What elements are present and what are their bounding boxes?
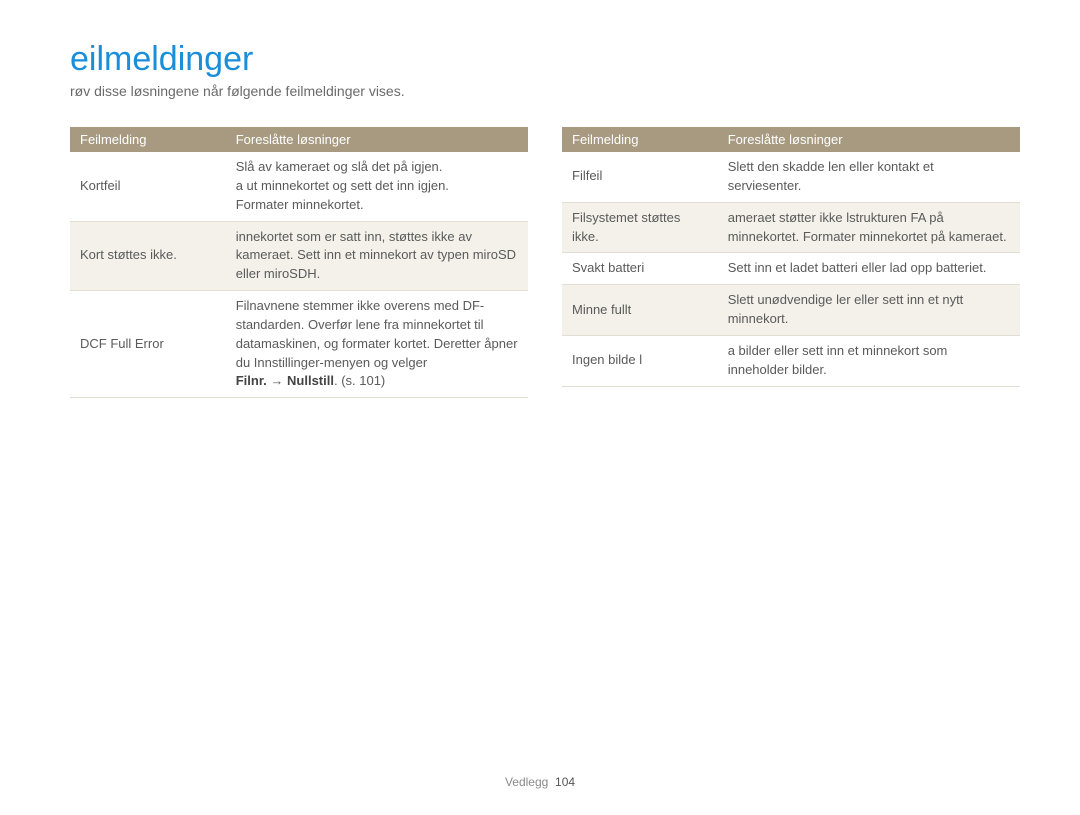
solution-cell: Slå av kameraet og slå det på igjen. a u… [226,152,528,221]
error-message-cell: Svakt batteri [562,253,718,285]
error-table-right: Feilmelding Foreslåtte løsninger Filfeil… [562,127,1020,387]
table-header-cell: Foreslåtte løsninger [226,127,528,152]
error-message-cell: Filsystemet støttes ikke. [562,202,718,253]
solution-bold-b: Nullstill [287,373,334,388]
solution-after: . (s. 101) [334,373,385,388]
table-row: Minne fullt Slett unødvendige ler eller … [562,285,1020,336]
solution-cell: Slett unødvendige ler eller sett inn et … [718,285,1020,336]
left-column: Feilmelding Foreslåtte løsninger Kortfei… [70,127,528,398]
table-row: Kortfeil Slå av kameraet og slå det på i… [70,152,528,221]
solution-cell: Filnavnene stemmer ikke overens med DF-s… [226,291,528,398]
page-root: eilmeldinger røv disse løsningene når fø… [0,0,1080,815]
solution-cell: a bilder eller sett inn et minnekort som… [718,335,1020,386]
solution-text: Filnavnene stemmer ikke overens med DF-s… [236,298,518,370]
error-table-left: Feilmelding Foreslåtte løsninger Kortfei… [70,127,528,398]
error-message-cell: Kort støttes ikke. [70,221,226,291]
arrow-icon: → [267,373,287,388]
page-footer: Vedlegg 104 [0,775,1080,789]
solution-bold-a: Filnr. [236,373,267,388]
footer-page-number: 104 [555,775,575,789]
table-row: Filfeil Slett den skadde len eller konta… [562,152,1020,202]
table-header-cell: Feilmelding [70,127,226,152]
solution-cell: innekortet som er satt inn, støttes ikke… [226,221,528,291]
right-column: Feilmelding Foreslåtte løsninger Filfeil… [562,127,1020,398]
solution-cell: Sett inn et ladet batteri eller lad opp … [718,253,1020,285]
footer-label: Vedlegg [505,775,548,789]
content-columns: Feilmelding Foreslåtte løsninger Kortfei… [70,127,1020,398]
table-row: Ingen bilde l a bilder eller sett inn et… [562,335,1020,386]
page-title: eilmeldinger [70,40,1020,79]
table-header-row: Feilmelding Foreslåtte løsninger [70,127,528,152]
error-message-cell: Minne fullt [562,285,718,336]
page-subtitle: røv disse løsningene når følgende feilme… [70,83,1020,99]
error-message-cell: Filfeil [562,152,718,202]
table-header-cell: Feilmelding [562,127,718,152]
table-row: Filsystemet støttes ikke. ameraet støtte… [562,202,1020,253]
table-header-row: Feilmelding Foreslåtte løsninger [562,127,1020,152]
solution-cell: Slett den skadde len eller kontakt et se… [718,152,1020,202]
error-message-cell: Ingen bilde l [562,335,718,386]
solution-cell: ameraet støtter ikke lstrukturen FA på m… [718,202,1020,253]
table-row: Kort støttes ikke. innekortet som er sat… [70,221,528,291]
error-message-cell: Kortfeil [70,152,226,221]
error-message-cell: DCF Full Error [70,291,226,398]
table-header-cell: Foreslåtte løsninger [718,127,1020,152]
table-row: Svakt batteri Sett inn et ladet batteri … [562,253,1020,285]
table-row: DCF Full Error Filnavnene stemmer ikke o… [70,291,528,398]
